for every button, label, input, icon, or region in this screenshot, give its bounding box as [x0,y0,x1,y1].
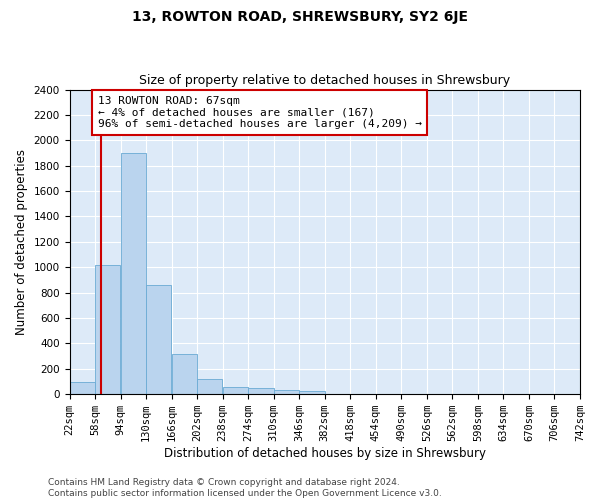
Bar [299,391,325,394]
Bar [70,382,95,394]
Bar [248,388,274,394]
Text: 13 ROWTON ROAD: 67sqm
← 4% of detached houses are smaller (167)
96% of semi-deta: 13 ROWTON ROAD: 67sqm ← 4% of detached h… [98,96,422,129]
Bar [121,153,146,394]
X-axis label: Distribution of detached houses by size in Shrewsbury: Distribution of detached houses by size … [164,447,486,460]
Bar [197,379,223,394]
Bar [172,354,197,394]
Bar [146,285,172,394]
Bar [274,390,299,394]
Bar [95,264,121,394]
Title: Size of property relative to detached houses in Shrewsbury: Size of property relative to detached ho… [139,74,511,87]
Text: Contains HM Land Registry data © Crown copyright and database right 2024.
Contai: Contains HM Land Registry data © Crown c… [48,478,442,498]
Y-axis label: Number of detached properties: Number of detached properties [15,149,28,335]
Bar [223,386,248,394]
Text: 13, ROWTON ROAD, SHREWSBURY, SY2 6JE: 13, ROWTON ROAD, SHREWSBURY, SY2 6JE [132,10,468,24]
